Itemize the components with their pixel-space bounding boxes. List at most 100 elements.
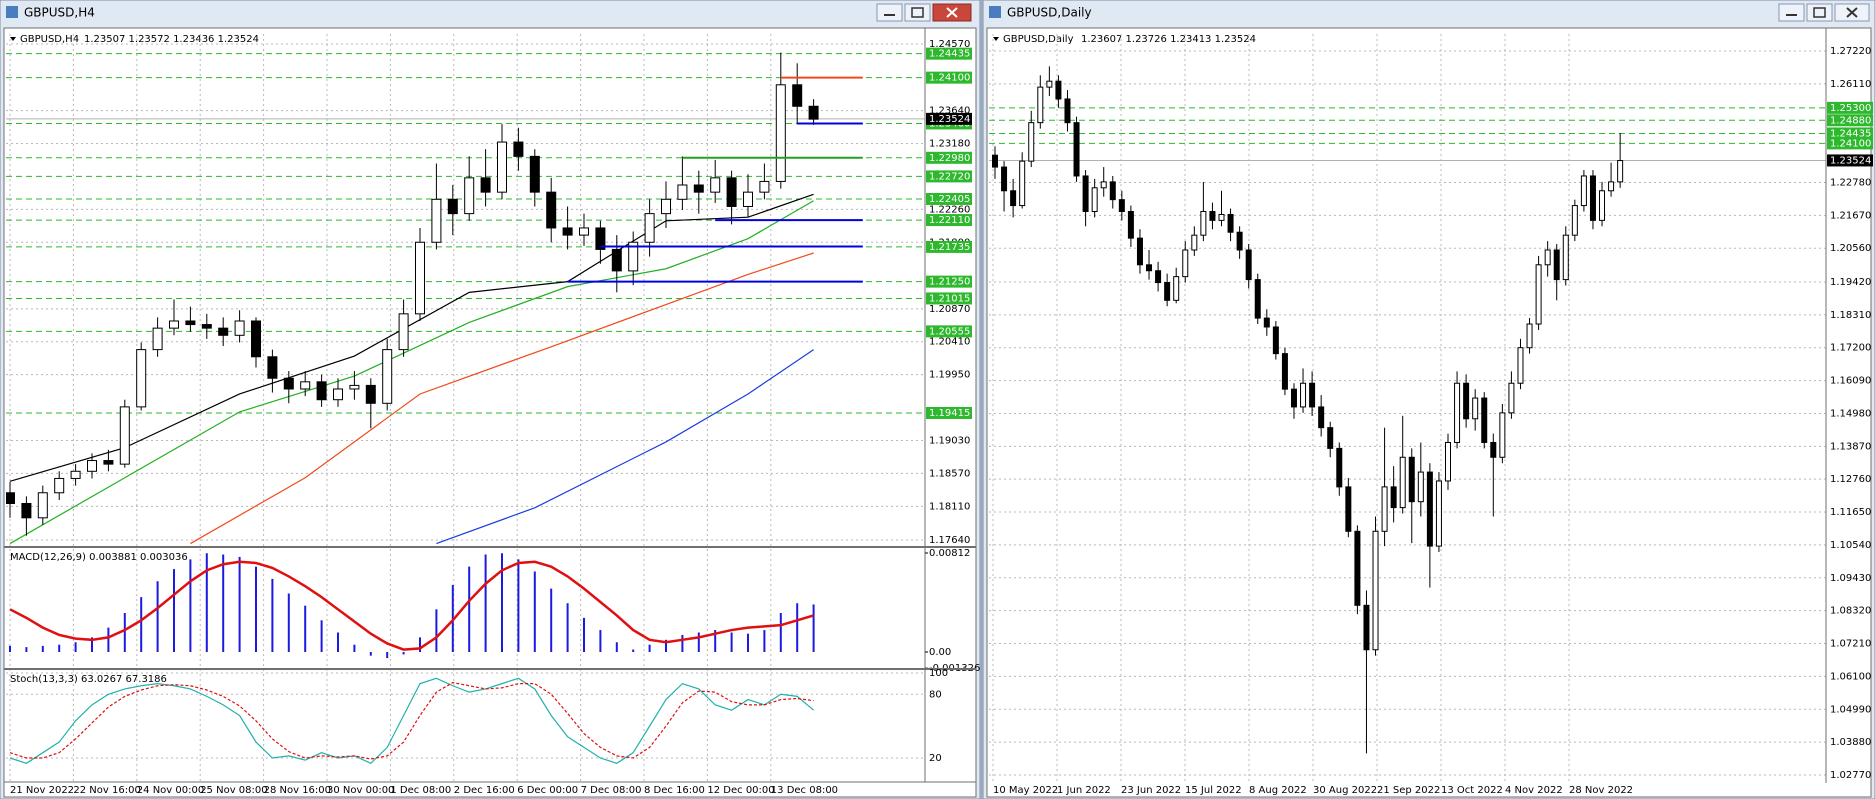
candle-body [579, 227, 589, 236]
candle-body [1209, 210, 1216, 221]
candle-body [1608, 181, 1615, 192]
candle-body [546, 191, 557, 229]
candle-body [1309, 382, 1316, 408]
level-label: 1.25300 [1830, 103, 1871, 114]
candle-body [365, 384, 376, 404]
candle-body [152, 327, 163, 351]
candle-body [1028, 122, 1035, 162]
candle-body [628, 241, 639, 272]
candle-body [1055, 80, 1062, 100]
date-label: 28 Nov 16:00 [264, 785, 331, 796]
candle-body [1354, 530, 1361, 606]
macd-signal [9, 560, 814, 651]
level-label-box [1827, 101, 1873, 114]
candle-body [201, 324, 212, 329]
price-tick-label: 1.16090 [1830, 376, 1871, 387]
candle-body [1290, 388, 1297, 408]
candle-body [218, 327, 229, 336]
moving-average [9, 193, 814, 482]
level-label-box [1827, 114, 1873, 127]
candle-body [1019, 160, 1026, 207]
date-label: 7 Dec 08:00 [581, 785, 642, 796]
candle-body [513, 141, 524, 157]
price-tick-label: 1.21670 [1830, 210, 1871, 221]
candle-body [1191, 234, 1198, 251]
level-label: 1.21735 [929, 242, 970, 253]
chart-ohlc: 1.23607 1.23726 1.23413 1.23524 [1081, 34, 1256, 45]
date-label: 8 Dec 16:00 [644, 785, 705, 796]
level-label: 1.21250 [929, 277, 970, 288]
close-button[interactable] [932, 3, 972, 22]
candle-body [70, 470, 81, 479]
chart-area [986, 27, 1872, 798]
candle-body [1426, 471, 1433, 547]
level-label-box [926, 151, 972, 164]
stoch-tick-label: 80 [929, 689, 942, 700]
maximize-button[interactable] [904, 3, 931, 22]
price-tick-label: 1.19420 [1830, 277, 1871, 288]
candle-body [1236, 231, 1243, 251]
candle-body [1254, 279, 1261, 319]
candle-body [185, 320, 196, 326]
level-label: 1.20555 [929, 326, 970, 337]
candle-body [87, 460, 97, 472]
candle-body [480, 177, 491, 193]
candle-body [1481, 397, 1488, 443]
candle-body [726, 177, 737, 207]
candle-body [1599, 190, 1606, 221]
candle-body [1499, 412, 1506, 458]
candle-body [300, 381, 311, 390]
candle-body [1381, 486, 1388, 532]
candle-body [562, 227, 573, 236]
candle-body [1417, 471, 1424, 503]
price-tick-label: 1.17640 [929, 535, 970, 546]
candle-body [1553, 249, 1560, 281]
macd-tick-label: 0.00 [929, 647, 951, 658]
chart-symbol: GBPUSD,Daily [1003, 34, 1074, 45]
price-tick-label: 1.18570 [929, 468, 970, 479]
candle-body [1517, 347, 1524, 384]
candle-body [136, 349, 147, 408]
level-label-box [926, 325, 972, 338]
price-tick-label: 1.08320 [1830, 606, 1871, 617]
price-tick-label: 1.24570 [929, 39, 970, 50]
candle-body [431, 198, 442, 243]
candle-body [119, 406, 130, 465]
stoch-signal [9, 681, 814, 760]
candle-body [677, 184, 688, 200]
level-label-box [926, 406, 972, 419]
date-label: 1 Dec 08:00 [390, 785, 451, 796]
current-price-label: 1.23524 [1830, 155, 1871, 166]
level-label-box [1827, 137, 1873, 150]
date-label: 10 May 2022 [993, 785, 1058, 796]
stoch-tick-label: 20 [929, 753, 942, 764]
price-tick-label: 1.20560 [1830, 243, 1871, 254]
price-tick-label: 1.19950 [929, 370, 970, 381]
candle-body [759, 180, 770, 193]
price-tick-label: 1.19030 [929, 436, 970, 447]
level-label: 1.22980 [929, 153, 970, 164]
maximize-button[interactable] [1806, 3, 1833, 22]
price-tick-label: 1.20870 [929, 304, 970, 315]
candle-body [808, 105, 819, 120]
candle-body [1218, 213, 1225, 221]
main-panel [6, 52, 925, 545]
candle-body [1073, 122, 1080, 177]
level-label-box [926, 192, 972, 205]
minimize-button[interactable] [876, 3, 903, 22]
date-label: 21 Sep 2022 [1377, 785, 1440, 796]
minimize-button[interactable] [1778, 3, 1805, 22]
close-button[interactable] [1834, 3, 1870, 22]
candle-body [644, 213, 655, 243]
window-icon [989, 6, 1001, 18]
date-label: 30 Aug 2022 [1313, 785, 1377, 796]
date-label: 21 Nov 2022 [10, 785, 74, 796]
level-label: 1.22110 [929, 215, 970, 226]
candle-body [1272, 326, 1279, 355]
candle-body [234, 320, 245, 336]
price-tick-label: 1.22780 [1830, 177, 1871, 188]
candle-body [1318, 406, 1325, 429]
candle-body [1526, 323, 1533, 349]
candle-body [992, 154, 998, 168]
candle-body [37, 492, 48, 519]
